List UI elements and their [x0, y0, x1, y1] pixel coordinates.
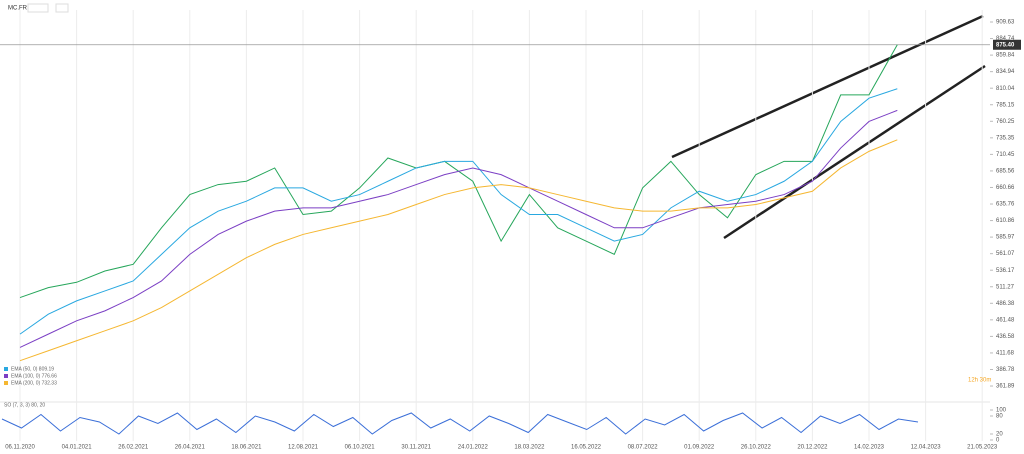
x-tick-label: 21.05.2023 — [967, 445, 998, 451]
x-tick-label: 04.01.2021 — [62, 445, 93, 451]
y-tick-label: 785.15 — [996, 102, 1015, 108]
y-tick-label: 635.76 — [996, 202, 1015, 208]
y-tick-label: 20 — [996, 432, 1003, 438]
x-tick-label: 20.12.2022 — [797, 445, 828, 451]
y-tick-label: 585.97 — [996, 235, 1015, 241]
series-line — [19, 88, 898, 335]
y-tick-label: 909.63 — [996, 20, 1015, 26]
y-tick-label: 810.04 — [996, 86, 1015, 92]
x-tick-label: 24.01.2022 — [458, 445, 489, 451]
x-tick-label: 26.02.2021 — [118, 445, 149, 451]
y-tick-label: 100 — [996, 408, 1007, 414]
y-tick-label: 386.78 — [996, 367, 1015, 373]
y-tick-label: 436.58 — [996, 334, 1015, 340]
last-price-label: 875.40 — [996, 42, 1015, 48]
y-tick-label: 710.45 — [996, 152, 1015, 158]
trend-line — [723, 64, 986, 240]
y-tick-label: 511.27 — [996, 284, 1015, 290]
y-tick-label: 486.38 — [996, 301, 1015, 307]
interval-button[interactable] — [27, 3, 49, 13]
legend-label: EMA (50, 0) 809.19 — [11, 366, 54, 372]
x-tick-label: 08.07.2022 — [628, 445, 659, 451]
x-tick-label: 06.10.2021 — [345, 445, 376, 451]
x-tick-label: 12.04.2023 — [911, 445, 942, 451]
y-tick-label: 610.86 — [996, 218, 1015, 224]
x-tick-label: 26.04.2021 — [175, 445, 206, 451]
x-tick-label: 16.05.2022 — [571, 445, 602, 451]
symbol: MC.FR — [8, 6, 28, 12]
x-tick-label: 12.08.2021 — [288, 445, 319, 451]
x-tick-label: 14.02.2023 — [854, 445, 885, 451]
y-tick-label: 411.68 — [996, 351, 1015, 357]
y-tick-label: 461.48 — [996, 317, 1015, 323]
y-tick-label: 685.56 — [996, 169, 1015, 175]
last-price-box — [993, 39, 1021, 50]
y-tick-label: 884.74 — [996, 36, 1015, 42]
series-line — [1, 412, 919, 435]
y-tick-label: 834.94 — [996, 69, 1015, 75]
legend-swatch — [4, 381, 8, 385]
y-tick-label: 660.66 — [996, 185, 1015, 191]
y-tick-label: 0 — [996, 438, 1000, 444]
x-tick-label: 18.03.2022 — [514, 445, 545, 451]
y-tick-label: 536.17 — [996, 268, 1015, 274]
legend-swatch — [4, 374, 8, 378]
period-button[interactable] — [55, 3, 69, 13]
x-tick-label: 18.06.2021 — [231, 445, 262, 451]
legend-label: EMA (200, 0) 732.33 — [11, 380, 57, 386]
x-tick-label: 01.09.2022 — [684, 445, 715, 451]
series-line — [19, 139, 898, 362]
y-tick-label: 859.84 — [996, 53, 1015, 59]
x-tick-label: 26.10.2022 — [741, 445, 772, 451]
x-tick-label: 06.11.2020 — [5, 445, 35, 451]
x-tick-label: 30.11.2021 — [401, 445, 431, 451]
series-line — [19, 109, 898, 348]
legend-swatch — [4, 367, 8, 371]
legend-label: EMA (100, 0) 776.66 — [11, 373, 57, 379]
y-tick-label: 80 — [996, 414, 1003, 420]
y-tick-label: 760.25 — [996, 119, 1015, 125]
legend-label: SO (7, 3, 3) 80, 20 — [4, 402, 45, 408]
y-tick-label: 361.89 — [996, 384, 1015, 390]
timer: 12h 30m — [968, 378, 991, 384]
y-tick-label: 735.35 — [996, 135, 1015, 141]
y-tick-label: 561.07 — [996, 251, 1015, 257]
trend-line — [671, 14, 984, 159]
